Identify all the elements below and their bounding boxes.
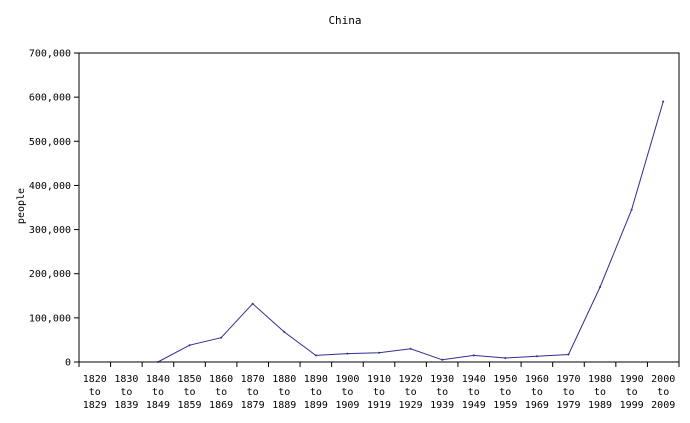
x-tick-label: 1860 to 1869 [209,374,233,411]
x-tick-label: 1840 to 1849 [146,374,170,411]
x-tick-label: 1920 to 1929 [399,374,423,411]
data-point [662,100,665,103]
data-point [314,354,317,357]
data-point [251,302,254,305]
x-tick-label: 1980 to 1989 [588,374,612,411]
data-point [378,351,380,354]
y-tick-label: 700,000 [29,49,71,60]
y-axis-ticks: 0 100,000 200,000 300,000 400,000 500,000 600,… [29,49,79,369]
x-tick-label: 1940 to 1949 [462,374,486,411]
y-tick-label: 600,000 [29,93,71,104]
x-tick-label: 1880 to 1889 [272,374,296,411]
data-point [220,336,223,339]
data-point [535,355,538,358]
x-tick-label: 1950 to 1959 [493,374,517,411]
y-tick-label: 100,000 [29,313,71,324]
data-point [630,208,633,211]
data-point [346,352,349,355]
series-line [157,101,664,363]
x-tick-label: 1850 to 1859 [177,374,201,411]
y-tick-label: 400,000 [29,181,71,192]
data-point [409,347,412,350]
x-tick-label: 1900 to 1909 [335,374,359,411]
data-point [472,354,475,357]
x-tick-label: 1870 to 1879 [241,374,265,411]
series-group [156,100,665,363]
x-tick-label: 2000 to 2009 [651,374,675,411]
y-tick-label: 500,000 [29,137,71,148]
x-tick-label: 1910 to 1919 [367,374,391,411]
data-point [567,353,570,356]
chart-title: China [328,14,361,27]
x-tick-label: 1820 to 1829 [83,374,107,411]
x-tick-label: 1990 to 1999 [620,374,644,411]
y-tick-label: 300,000 [29,225,71,236]
data-point [599,285,602,288]
y-tick-label: 0 [65,358,71,369]
axes [78,52,680,363]
x-tick-label: 1960 to 1969 [525,374,549,411]
x-tick-label: 1930 to 1939 [430,374,454,411]
y-tick-label: 200,000 [29,269,71,280]
data-point [504,357,507,360]
data-point [188,344,191,347]
plot-area-border [78,52,680,363]
data-point [156,361,159,363]
x-tick-label: 1890 to 1899 [304,374,328,411]
x-tick-label: 1830 to 1839 [114,374,138,411]
x-tick-label: 1970 to 1979 [556,374,580,411]
y-axis-label: people [16,188,27,224]
data-point [283,330,286,333]
data-point [441,358,444,361]
x-axis-ticks: 1820 to 1829 1830 to 1839 1840 to 1849 1850 to 1859… [78,362,680,411]
